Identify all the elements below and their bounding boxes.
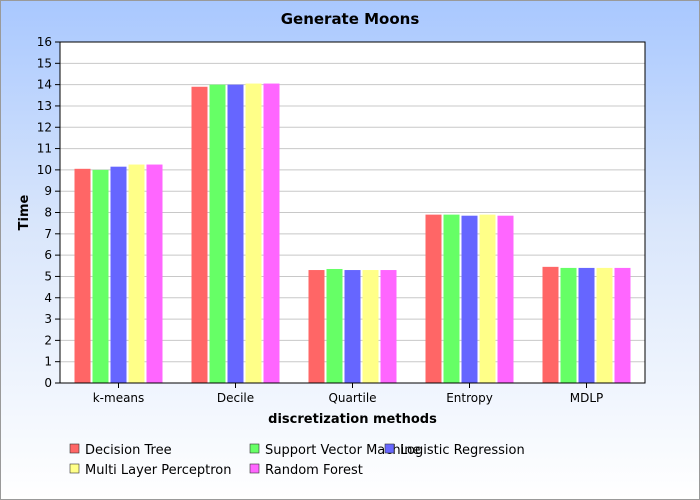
chart-title: Generate Moons [281,10,420,28]
legend-item: Logistic Regression [384,443,525,458]
bar [497,215,514,383]
y-tick-label: 0 [44,376,52,390]
y-tick-label: 4 [44,291,52,305]
x-tick-label: Quartile [328,391,376,405]
bar [128,164,145,383]
x-axis-ticks: k-means Decile Quartile Entropy MDLP [93,383,604,405]
bar [227,84,244,383]
legend-label: Multi Layer Perceptron [85,463,231,478]
legend-label: Logistic Regression [400,443,525,458]
legend-label: Decision Tree [85,443,172,458]
legend-swatch [69,463,80,474]
bar [92,169,109,383]
y-axis-title: Time [17,194,32,230]
y-tick-label: 15 [37,56,52,70]
bar [191,86,208,383]
legend-swatch [249,463,260,474]
bar [380,270,397,383]
y-tick-label: 2 [44,333,52,347]
legend-label: Support Vector Machine [265,443,421,458]
y-tick-label: 13 [37,99,52,113]
y-tick-label: 6 [44,248,52,262]
bar [596,267,613,383]
bar [443,214,460,383]
bar [245,83,262,383]
legend: Decision Tree Support Vector MachineLogis… [69,443,525,478]
y-tick-label: 14 [37,78,52,92]
y-tick-label: 16 [37,35,52,49]
y-tick-label: 10 [37,163,52,177]
y-tick-label: 8 [44,206,52,220]
bar [308,270,325,383]
legend-swatch [69,443,80,454]
bar [560,267,577,383]
bar [209,84,226,383]
bar [479,214,496,383]
x-tick-label: k-means [93,391,145,405]
bar [344,270,361,383]
bar [425,214,442,383]
x-axis-title: discretization methods [268,412,437,427]
bar [110,166,127,383]
bar [542,266,559,383]
bar [461,215,478,383]
bar [326,268,343,383]
x-tick-label: MDLP [570,391,604,405]
bars [74,83,631,383]
bar [263,83,280,383]
bar [74,168,91,383]
legend-swatch [384,443,395,454]
legend-item: Decision Tree [69,443,172,458]
legend-item: Random Forest [249,463,363,478]
x-tick-label: Entropy [446,391,493,405]
y-tick-label: 11 [37,142,52,156]
y-tick-label: 5 [44,269,52,283]
legend-item: Multi Layer Perceptron [69,463,231,478]
y-tick-label: 9 [44,184,52,198]
y-tick-label: 12 [37,120,52,134]
x-tick-label: Decile [217,391,254,405]
bar [578,267,595,383]
legend-label: Random Forest [265,463,363,478]
legend-item: Support Vector Machine [249,443,421,458]
y-tick-label: 7 [44,227,52,241]
y-tick-label: 1 [44,355,52,369]
legend-swatch [249,443,260,454]
y-tick-label: 3 [44,312,52,326]
bar [362,270,379,383]
plot-border [59,41,646,384]
bar [614,267,631,383]
bar [146,164,163,383]
